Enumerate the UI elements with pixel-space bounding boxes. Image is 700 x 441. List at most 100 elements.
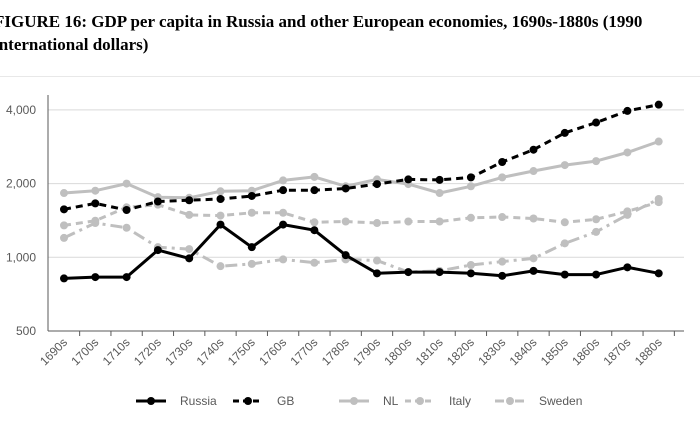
data-point-gb xyxy=(654,100,663,109)
data-point-russia xyxy=(310,226,319,235)
data-point-nl xyxy=(623,148,632,157)
data-point-sweden xyxy=(310,258,319,267)
x-tick-label: 1860s xyxy=(569,335,602,368)
data-point-italy xyxy=(654,198,663,207)
title-divider xyxy=(0,76,700,77)
legend-marker-italy xyxy=(416,397,424,405)
data-point-russia xyxy=(373,269,381,278)
data-point-sweden xyxy=(592,227,601,236)
x-tick-label: 1780s xyxy=(319,335,352,368)
data-point-sweden xyxy=(560,239,569,248)
data-point-italy xyxy=(592,215,601,224)
data-point-russia xyxy=(654,269,663,278)
data-point-sweden xyxy=(498,257,507,266)
data-point-gb xyxy=(529,145,538,154)
x-tick-label: 1690s xyxy=(37,335,70,368)
data-point-italy xyxy=(185,210,194,219)
data-point-nl xyxy=(435,189,444,198)
data-point-sweden xyxy=(279,255,288,264)
data-point-russia xyxy=(498,271,507,280)
data-point-nl xyxy=(466,182,475,191)
data-point-nl xyxy=(654,137,663,146)
data-point-sweden xyxy=(216,262,225,271)
data-point-italy xyxy=(435,217,444,226)
data-point-gb xyxy=(404,175,413,184)
x-tick-label: 1830s xyxy=(475,335,508,368)
data-point-nl xyxy=(279,176,288,185)
data-point-gb xyxy=(153,197,162,206)
data-point-gb xyxy=(498,157,507,166)
y-tick-label: 2,000 xyxy=(6,177,36,191)
series-line-italy xyxy=(63,200,660,227)
x-tick-label: 1710s xyxy=(100,335,133,368)
series-line-gb xyxy=(63,103,659,212)
data-point-italy xyxy=(373,219,381,228)
data-point-russia xyxy=(185,254,194,263)
data-point-gb xyxy=(122,205,131,214)
x-tick-label: 1880s xyxy=(632,335,665,368)
data-point-italy xyxy=(247,208,256,217)
legend-marker-nl xyxy=(350,397,358,405)
data-point-sweden xyxy=(373,256,381,265)
data-point-nl xyxy=(91,186,100,195)
data-point-gb xyxy=(623,106,632,115)
y-tick-label: 500 xyxy=(16,324,36,338)
legend-marker-russia xyxy=(147,397,155,405)
legend-marker-sweden xyxy=(506,397,514,405)
series-line-russia xyxy=(63,223,659,280)
x-tick-label: 1750s xyxy=(225,335,258,368)
data-point-sweden xyxy=(466,261,475,270)
data-point-russia xyxy=(216,220,225,229)
data-point-italy xyxy=(216,211,225,220)
data-point-nl xyxy=(498,173,507,182)
data-point-sweden xyxy=(247,259,256,268)
legend-label-russia: Russia xyxy=(180,394,217,408)
data-point-russia xyxy=(466,269,475,278)
legend-label-italy: Italy xyxy=(449,394,471,408)
data-point-italy xyxy=(623,207,632,216)
data-point-gb xyxy=(592,118,601,127)
data-point-gb xyxy=(279,186,288,195)
data-point-nl xyxy=(122,179,131,188)
data-point-sweden xyxy=(529,254,538,263)
x-tick-label: 1820s xyxy=(444,335,477,368)
data-point-nl xyxy=(216,187,225,196)
data-point-russia xyxy=(404,268,413,277)
data-point-italy xyxy=(498,213,507,222)
data-point-russia xyxy=(91,273,100,282)
data-point-russia xyxy=(247,243,256,252)
data-point-gb xyxy=(341,184,350,193)
data-point-gb xyxy=(247,191,256,200)
data-point-italy xyxy=(341,217,350,226)
x-tick-label: 1760s xyxy=(256,335,289,368)
data-point-sweden xyxy=(122,223,131,232)
data-point-russia xyxy=(623,263,632,272)
series-line-nl xyxy=(63,140,660,200)
data-point-russia xyxy=(279,220,288,229)
data-point-italy xyxy=(466,213,475,222)
legend-label-gb: GB xyxy=(277,394,294,408)
x-tick-label: 1840s xyxy=(507,335,540,368)
data-point-nl xyxy=(60,189,68,198)
data-point-russia xyxy=(529,266,538,275)
y-tick-label: 4,000 xyxy=(6,103,36,117)
x-tick-label: 1740s xyxy=(194,335,227,368)
data-point-italy xyxy=(279,208,288,217)
data-point-russia xyxy=(592,270,601,279)
legend-label-nl: NL xyxy=(383,394,399,408)
data-point-gb xyxy=(185,196,194,205)
data-point-nl xyxy=(560,161,569,170)
data-point-sweden xyxy=(185,245,194,254)
data-point-gb xyxy=(435,175,444,184)
data-point-russia xyxy=(122,273,131,282)
data-point-gb xyxy=(466,173,475,182)
data-point-italy xyxy=(91,216,100,225)
data-point-russia xyxy=(560,270,569,279)
data-point-gb xyxy=(91,199,100,208)
data-point-nl xyxy=(310,172,319,181)
data-point-italy xyxy=(310,218,319,227)
data-point-gb xyxy=(60,205,68,214)
data-point-nl xyxy=(592,157,601,166)
data-point-russia xyxy=(153,246,162,255)
